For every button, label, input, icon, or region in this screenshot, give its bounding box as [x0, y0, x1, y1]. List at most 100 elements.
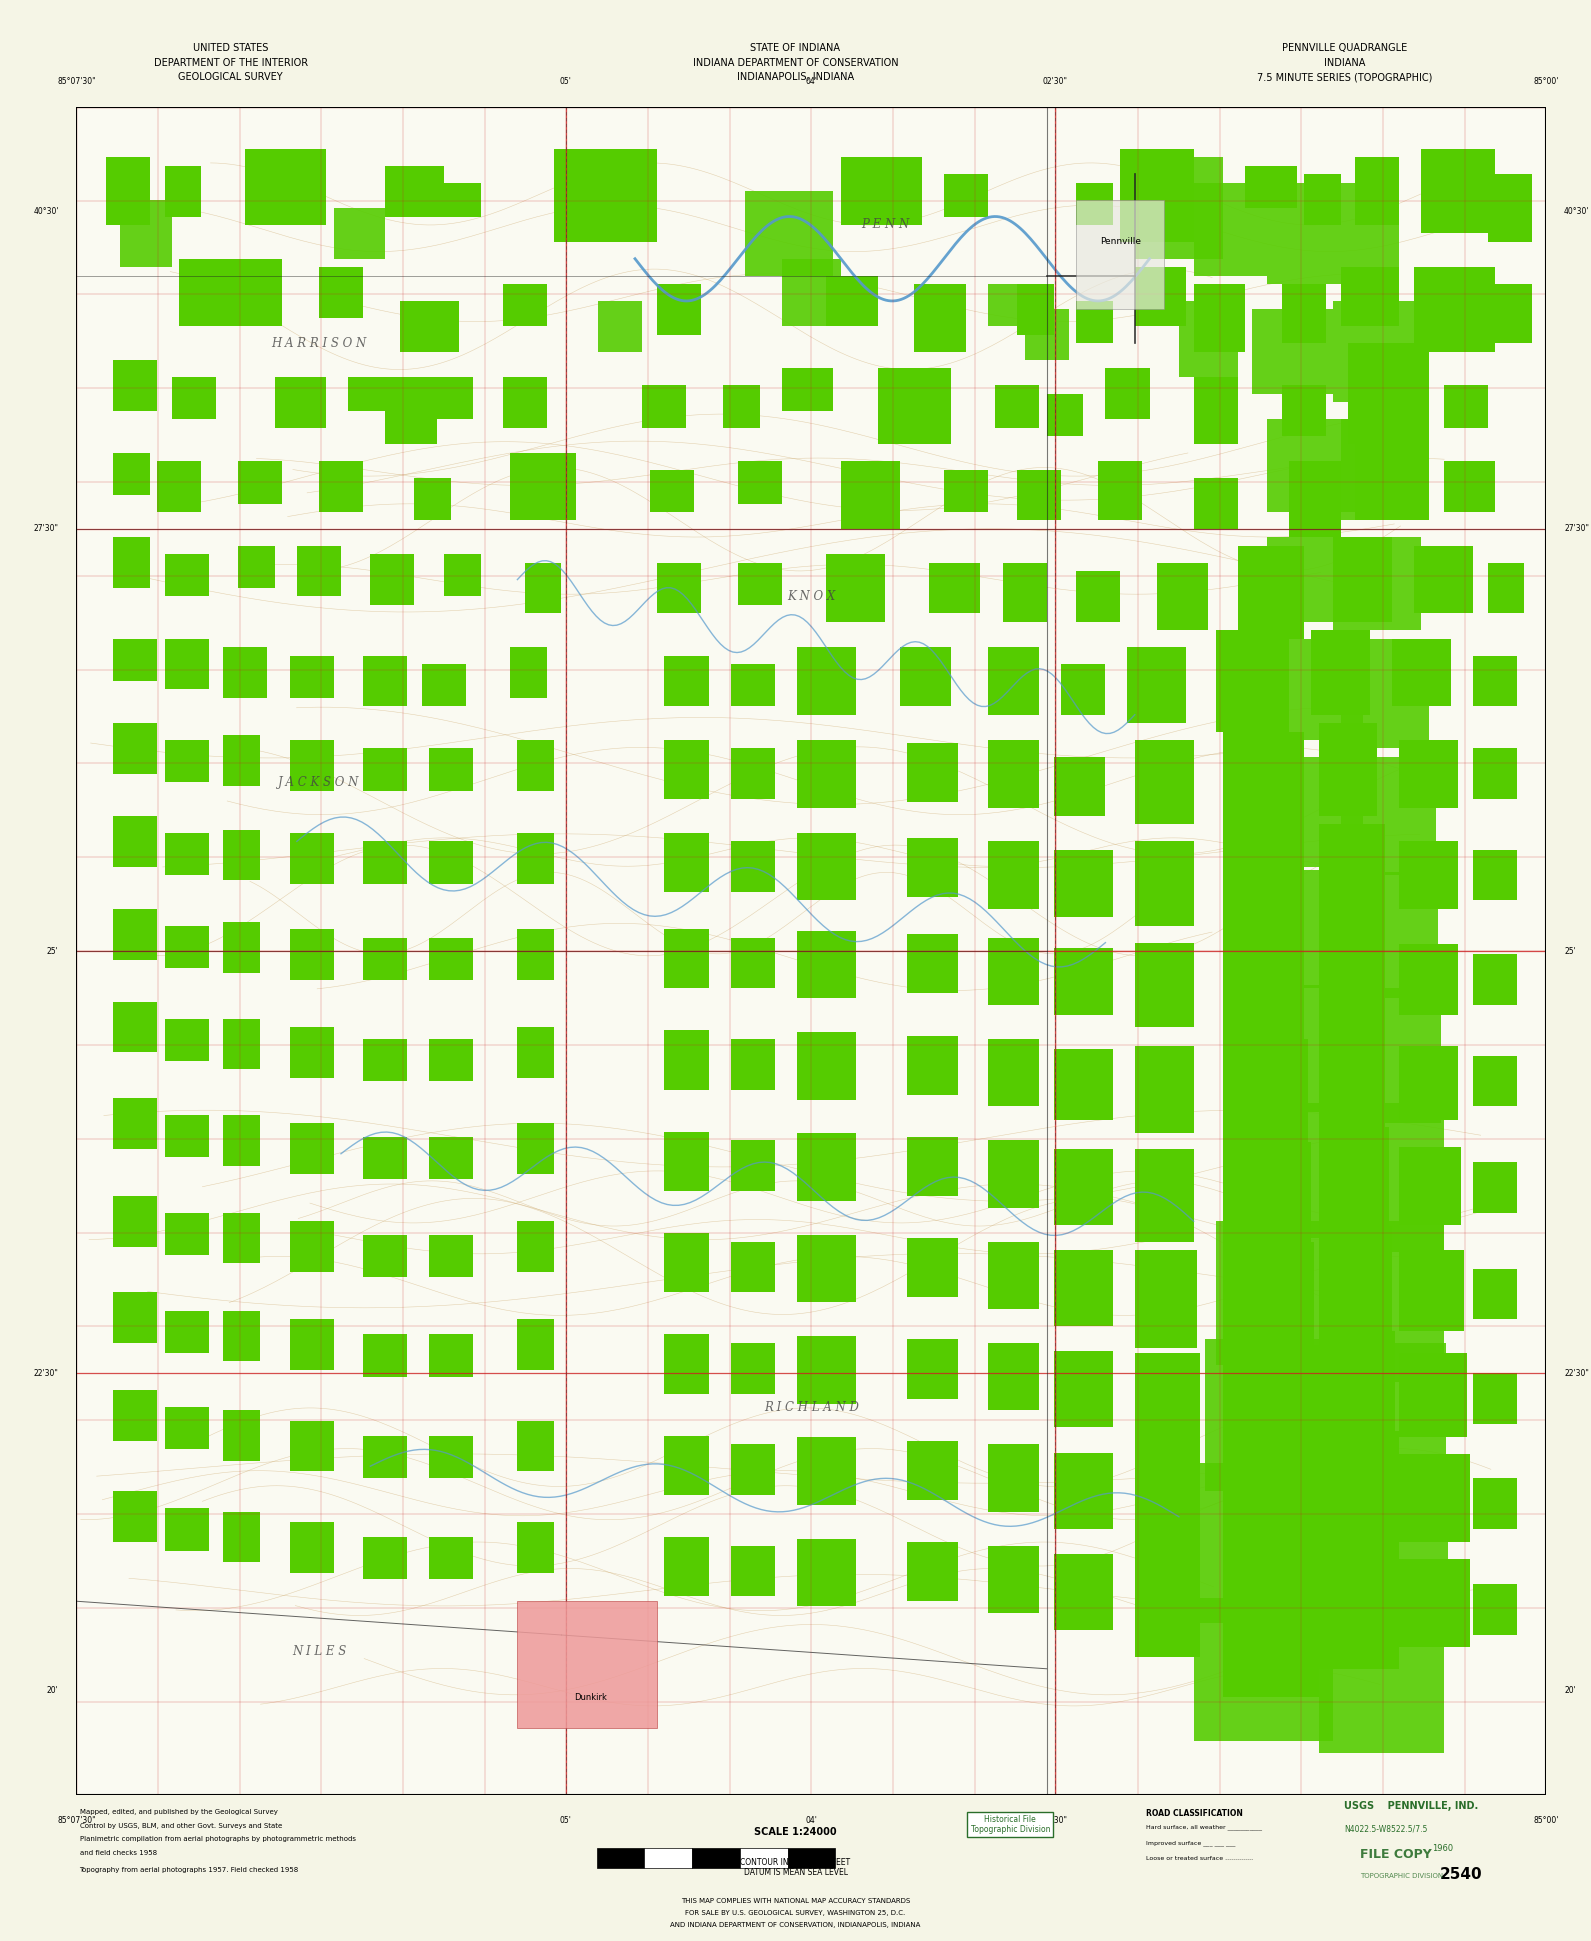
- Text: STATE OF INDIANA
INDIANA DEPARTMENT OF CONSERVATION
INDIANAPOLIS, INDIANA: STATE OF INDIANA INDIANA DEPARTMENT OF C…: [692, 43, 899, 82]
- Bar: [1238, 545, 1305, 639]
- Text: and field checks 1958: and field checks 1958: [80, 1850, 156, 1856]
- Bar: [422, 664, 466, 707]
- Bar: [1319, 1227, 1392, 1347]
- Bar: [826, 555, 885, 621]
- Bar: [1319, 1126, 1389, 1242]
- Bar: [907, 934, 958, 994]
- Bar: [121, 200, 172, 268]
- Bar: [1356, 427, 1429, 520]
- Bar: [1246, 165, 1297, 208]
- Bar: [334, 208, 385, 258]
- Bar: [1473, 955, 1518, 1005]
- Text: 05': 05': [560, 1815, 571, 1825]
- Bar: [517, 1124, 554, 1174]
- Bar: [1098, 462, 1142, 520]
- Bar: [511, 646, 547, 699]
- Bar: [113, 1002, 158, 1052]
- Bar: [730, 1139, 775, 1192]
- Bar: [290, 1320, 334, 1370]
- Bar: [517, 1027, 554, 1077]
- Bar: [113, 639, 158, 681]
- Bar: [1252, 309, 1333, 394]
- Bar: [1246, 757, 1363, 866]
- Bar: [363, 1537, 407, 1580]
- Bar: [783, 258, 840, 326]
- Bar: [1223, 1545, 1319, 1698]
- Bar: [113, 361, 158, 411]
- Bar: [1341, 757, 1437, 875]
- Bar: [1223, 1102, 1359, 1238]
- Bar: [113, 538, 150, 588]
- Bar: [657, 283, 702, 334]
- Text: 20': 20': [1564, 1687, 1575, 1694]
- Bar: [1400, 740, 1459, 807]
- Bar: [1061, 664, 1106, 714]
- Bar: [1473, 850, 1518, 901]
- Bar: [164, 1114, 208, 1157]
- Bar: [1488, 563, 1524, 613]
- Bar: [517, 1320, 554, 1370]
- Bar: [164, 1508, 208, 1551]
- Bar: [1400, 840, 1459, 908]
- Bar: [1341, 639, 1429, 749]
- Bar: [1076, 301, 1112, 344]
- Bar: [1053, 1250, 1112, 1326]
- Bar: [113, 1491, 158, 1541]
- Bar: [1319, 1023, 1384, 1134]
- Text: Historical File
Topographic Division: Historical File Topographic Division: [971, 1815, 1050, 1834]
- Text: 27'30": 27'30": [33, 524, 59, 534]
- Bar: [1319, 724, 1378, 815]
- Bar: [223, 1019, 261, 1069]
- Bar: [525, 563, 562, 613]
- Bar: [290, 740, 334, 790]
- Text: Loose or treated surface ..............: Loose or treated surface ..............: [1146, 1856, 1252, 1861]
- Bar: [239, 462, 282, 503]
- Bar: [290, 1421, 334, 1471]
- Bar: [318, 268, 363, 318]
- Bar: [1134, 157, 1223, 258]
- Bar: [988, 1343, 1039, 1411]
- Text: ROAD CLASSIFICATION: ROAD CLASSIFICATION: [1146, 1809, 1243, 1819]
- Text: 02'30": 02'30": [1044, 1815, 1068, 1825]
- Text: 1960: 1960: [1432, 1844, 1453, 1854]
- Bar: [1325, 1343, 1446, 1512]
- Bar: [363, 840, 407, 883]
- Bar: [1252, 639, 1363, 740]
- Bar: [1311, 631, 1370, 714]
- Bar: [164, 926, 208, 969]
- Bar: [164, 740, 208, 782]
- Bar: [363, 1333, 407, 1376]
- Bar: [996, 386, 1039, 427]
- Bar: [290, 1124, 334, 1174]
- Bar: [363, 656, 407, 707]
- Bar: [1319, 1332, 1395, 1458]
- Bar: [730, 1545, 775, 1596]
- Bar: [665, 1031, 708, 1089]
- Bar: [665, 1132, 708, 1192]
- Bar: [164, 1019, 208, 1062]
- Bar: [223, 1310, 261, 1361]
- Bar: [797, 646, 856, 714]
- Bar: [318, 462, 363, 512]
- Bar: [1134, 740, 1193, 825]
- Bar: [430, 1333, 473, 1376]
- Bar: [738, 462, 783, 503]
- Bar: [1223, 1440, 1319, 1594]
- Text: 02'30": 02'30": [1044, 78, 1068, 87]
- Text: Pennville: Pennville: [1099, 237, 1141, 247]
- Bar: [113, 1099, 158, 1149]
- Bar: [430, 1436, 473, 1477]
- Bar: [164, 165, 202, 217]
- Bar: [1473, 749, 1518, 800]
- Bar: [1289, 462, 1341, 538]
- Bar: [1356, 200, 1400, 283]
- Bar: [1193, 1597, 1333, 1741]
- Text: UNITED STATES
DEPARTMENT OF THE INTERIOR
GEOLOGICAL SURVEY: UNITED STATES DEPARTMENT OF THE INTERIOR…: [154, 43, 307, 82]
- Bar: [644, 1848, 692, 1867]
- Bar: [1053, 850, 1112, 918]
- Bar: [665, 833, 708, 893]
- Bar: [1223, 732, 1305, 840]
- Bar: [1338, 988, 1440, 1124]
- Bar: [988, 740, 1039, 807]
- Bar: [1017, 283, 1053, 334]
